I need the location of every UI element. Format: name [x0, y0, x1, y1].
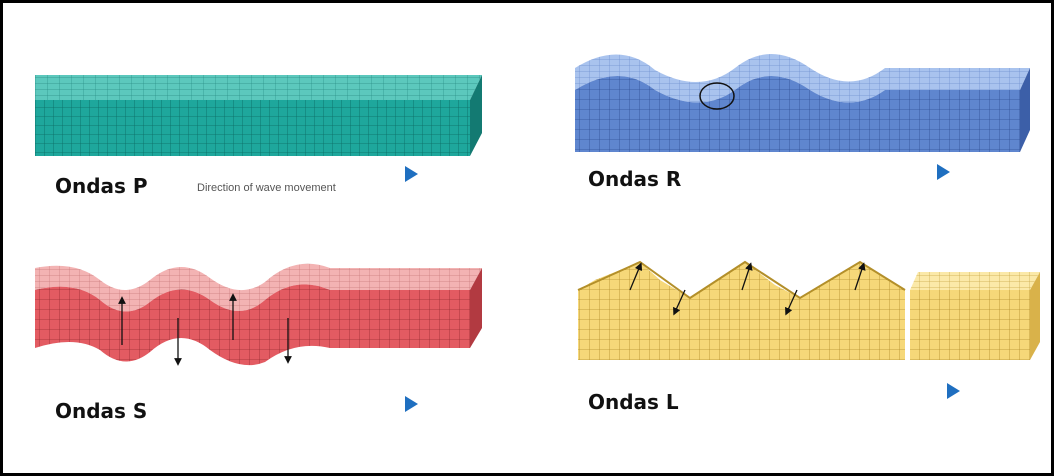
diagram: Ondas P Direction of wave movement Ondas… — [0, 0, 1054, 476]
r-wave-block — [575, 54, 1030, 152]
p-wave-block — [35, 75, 482, 156]
wave-label: Ondas R — [588, 167, 681, 191]
wave-label: Ondas P — [55, 174, 148, 198]
caption: Direction of wave movement — [197, 182, 336, 194]
wave-label: Ondas S — [55, 399, 147, 423]
wave-label: Ondas L — [588, 390, 679, 414]
